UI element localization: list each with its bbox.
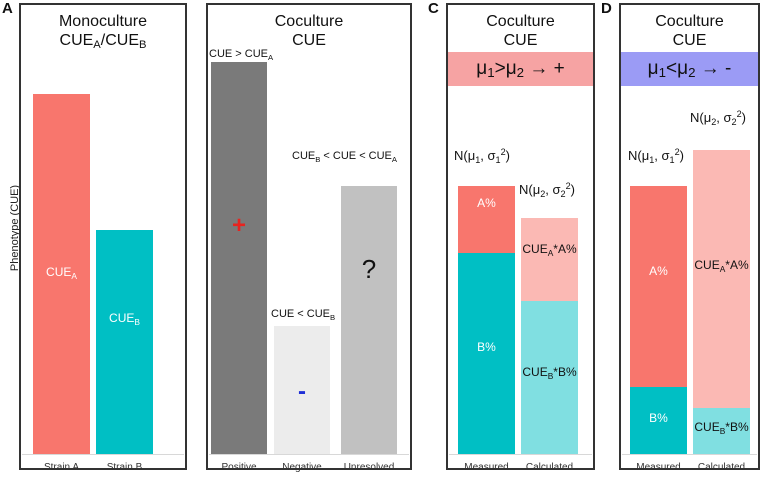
question-mark: ? — [361, 254, 377, 284]
panel-c-letter: C — [428, 0, 439, 17]
tick-positive: Positive — [221, 462, 257, 473]
panel-a-title: Monoculture CUEA/CUEB — [21, 12, 185, 51]
tick-d-calculated: Calculated — [697, 462, 746, 473]
panel-c-measured-dist: N(μ1, σ12) — [454, 147, 510, 165]
panel-c-calculated-dist: N(μ2, σ22) — [519, 181, 575, 199]
bar-negative — [274, 326, 330, 454]
bar-measured-a — [458, 186, 515, 253]
panel-c-title-line1: Coculture — [486, 13, 555, 30]
bar-measured-a — [630, 186, 687, 387]
annotation-unresolved: CUEB < CUE < CUEA — [292, 150, 398, 164]
panel-d-letter: D — [601, 0, 612, 17]
bar-strain-b — [96, 230, 153, 454]
panel-d-title-line1: Coculture — [655, 13, 724, 30]
tick-negative: Negative — [282, 462, 322, 473]
panel-c-title-line2: CUE — [503, 32, 538, 49]
panel-b-title-line1: Coculture — [274, 13, 344, 30]
title-sub-b: B — [139, 39, 147, 51]
tick-strain-b: Strain B — [106, 462, 143, 473]
panel-b-title-line2: CUE — [292, 32, 326, 49]
tick-unresolved: Unresolved — [343, 462, 395, 473]
panel-d-calc-a-label: CUEA*A% — [694, 258, 749, 274]
minus-sign: - — [298, 378, 306, 405]
panel-d-calculated-dist: N(μ2, σ22) — [690, 109, 746, 127]
panel-c-calc-a-label: CUEA*A% — [522, 242, 577, 258]
panel-a-title-line1: Monoculture — [58, 13, 148, 30]
bar-positive — [211, 62, 267, 454]
title-cue: CUE — [59, 32, 94, 49]
panel-a-baseline — [22, 454, 184, 455]
panel-c-label-b: B% — [477, 340, 496, 354]
annotation-negative: CUE < CUEB — [271, 308, 336, 322]
bar-measured-b — [630, 387, 687, 454]
title-sep: /CUE — [100, 32, 139, 49]
tick-d-measured: Measured — [636, 462, 681, 473]
panel-c-rule-box: μ1>μ2 → + — [448, 52, 593, 86]
tick-strain-a: Strain A — [43, 462, 80, 473]
bar-measured-b — [458, 253, 515, 454]
panel-c-label-a: A% — [477, 196, 496, 210]
bar-strain-a-label: CUEA — [46, 265, 77, 281]
panel-c-baseline — [449, 454, 592, 455]
panel-d-label-a: A% — [649, 264, 668, 278]
panel-d-measured-dist: N(μ1, σ12) — [628, 147, 684, 165]
bar-strain-b-label: CUEB — [109, 311, 140, 327]
panel-b-baseline — [209, 454, 409, 455]
annotation-positive: CUE > CUEA — [209, 48, 274, 62]
panel-b-title: Coculture CUE — [208, 12, 410, 50]
panel-d-title-line2: CUE — [672, 32, 707, 49]
panel-d-rule-box: μ1<μ2 → - — [621, 52, 758, 86]
panel-a-title-line2: CUEA/CUEB — [21, 31, 185, 51]
panel-d-calc-b-label: CUEB*B% — [694, 420, 749, 436]
bar-calculated-b — [693, 408, 750, 454]
tick-c-calculated: Calculated — [525, 462, 574, 473]
bar-calculated-a — [521, 218, 578, 301]
panel-c-calc-b-label: CUEB*B% — [522, 365, 577, 381]
title-sub-a: A — [93, 39, 101, 51]
panel-c-title: Coculture CUE — [448, 12, 593, 50]
bar-calculated-b — [521, 300, 578, 454]
bar-calculated-a — [693, 150, 750, 409]
tick-c-measured: Measured — [464, 462, 509, 473]
panel-d-baseline — [622, 454, 757, 455]
bar-unresolved — [341, 186, 397, 454]
panel-a-letter: A — [2, 0, 13, 17]
panel-d-title: Coculture CUE — [621, 12, 758, 50]
plus-sign: + — [231, 212, 246, 239]
panel-d-label-b: B% — [649, 411, 668, 425]
bar-strain-a — [33, 94, 90, 454]
